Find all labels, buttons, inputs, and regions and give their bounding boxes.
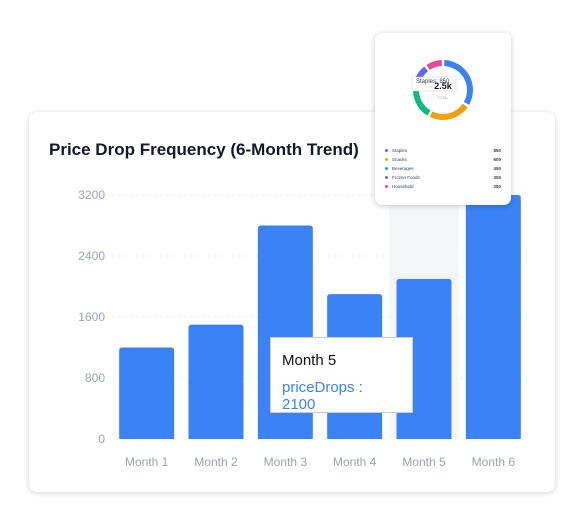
donut-legend: Staples 850 Snacks 600 Beverages 450 Frozen Fo…: [385, 146, 501, 191]
donut-slice-snacks[interactable]: [429, 103, 468, 120]
legend-label: Household: [392, 184, 414, 189]
legend-value: 350: [493, 175, 501, 180]
legend-item[interactable]: Frozen Foods 350: [385, 173, 501, 182]
x-tick-label: Month 3: [264, 455, 308, 469]
bars: [119, 195, 521, 439]
tooltip-value: priceDrops : 2100: [282, 379, 363, 413]
x-tick-label: Month 5: [402, 455, 446, 469]
donut-slice-staples[interactable]: [444, 60, 473, 105]
y-tick-label: 1600: [78, 310, 105, 324]
bar-month-1[interactable]: [119, 347, 175, 440]
x-axis: Month 1 Month 2 Month 3 Month 4 Month 5 Month…: [125, 455, 515, 469]
legend-label: Snacks: [392, 157, 407, 162]
legend-dot: [385, 158, 388, 161]
x-tick-label: Month 2: [194, 455, 238, 469]
y-tick-label: 0: [98, 432, 105, 446]
donut-slice-household[interactable]: [426, 60, 442, 70]
y-axis: 0 800 1600 2400 3200: [78, 188, 105, 446]
bar-month-6[interactable]: [465, 195, 521, 439]
x-tick-label: Month 4: [333, 455, 377, 469]
x-tick-label: Month 1: [125, 455, 169, 469]
donut-center-sublabel: TOTAL: [438, 96, 449, 100]
legend-dot: [385, 149, 388, 152]
bar-month-2[interactable]: [188, 324, 244, 439]
legend-label: Frozen Foods: [392, 175, 420, 180]
chart-title: Price Drop Frequency (6-Month Trend): [49, 140, 359, 159]
donut-hover-label: Staples: 850: [416, 79, 450, 85]
y-tick-label: 2400: [78, 249, 105, 263]
legend-item[interactable]: Snacks 600: [385, 155, 501, 164]
legend-item[interactable]: Staples 850: [385, 146, 501, 155]
legend-label: Beverages: [392, 166, 414, 171]
donut-slice-beverages[interactable]: [413, 89, 431, 116]
tooltip-label: Month 5: [282, 352, 337, 369]
legend-value: 850: [493, 148, 501, 153]
donut-hover-box: [411, 76, 457, 92]
y-tick-label: 3200: [78, 188, 105, 202]
legend-value: 600: [493, 157, 501, 162]
legend-dot: [385, 176, 388, 179]
legend-item[interactable]: Beverages 450: [385, 164, 501, 173]
chart-tooltip: Month 5 priceDrops : 2100: [270, 337, 413, 413]
legend-dot: [385, 185, 388, 188]
legend-dot: [385, 167, 388, 170]
donut-chart: Staples: 850 2.5k TOTAL: [411, 60, 473, 120]
legend-value: 450: [493, 166, 501, 171]
y-tick-label: 800: [85, 371, 105, 385]
category-donut-card: Staples: 850 2.5k TOTAL Staples 850 Snacks…: [375, 33, 511, 205]
donut-center-value: 2.5k: [434, 81, 453, 91]
legend-value: 250: [493, 184, 501, 189]
legend-item[interactable]: Household 250: [385, 182, 501, 191]
legend-label: Staples: [392, 148, 408, 153]
x-tick-label: Month 6: [472, 455, 516, 469]
